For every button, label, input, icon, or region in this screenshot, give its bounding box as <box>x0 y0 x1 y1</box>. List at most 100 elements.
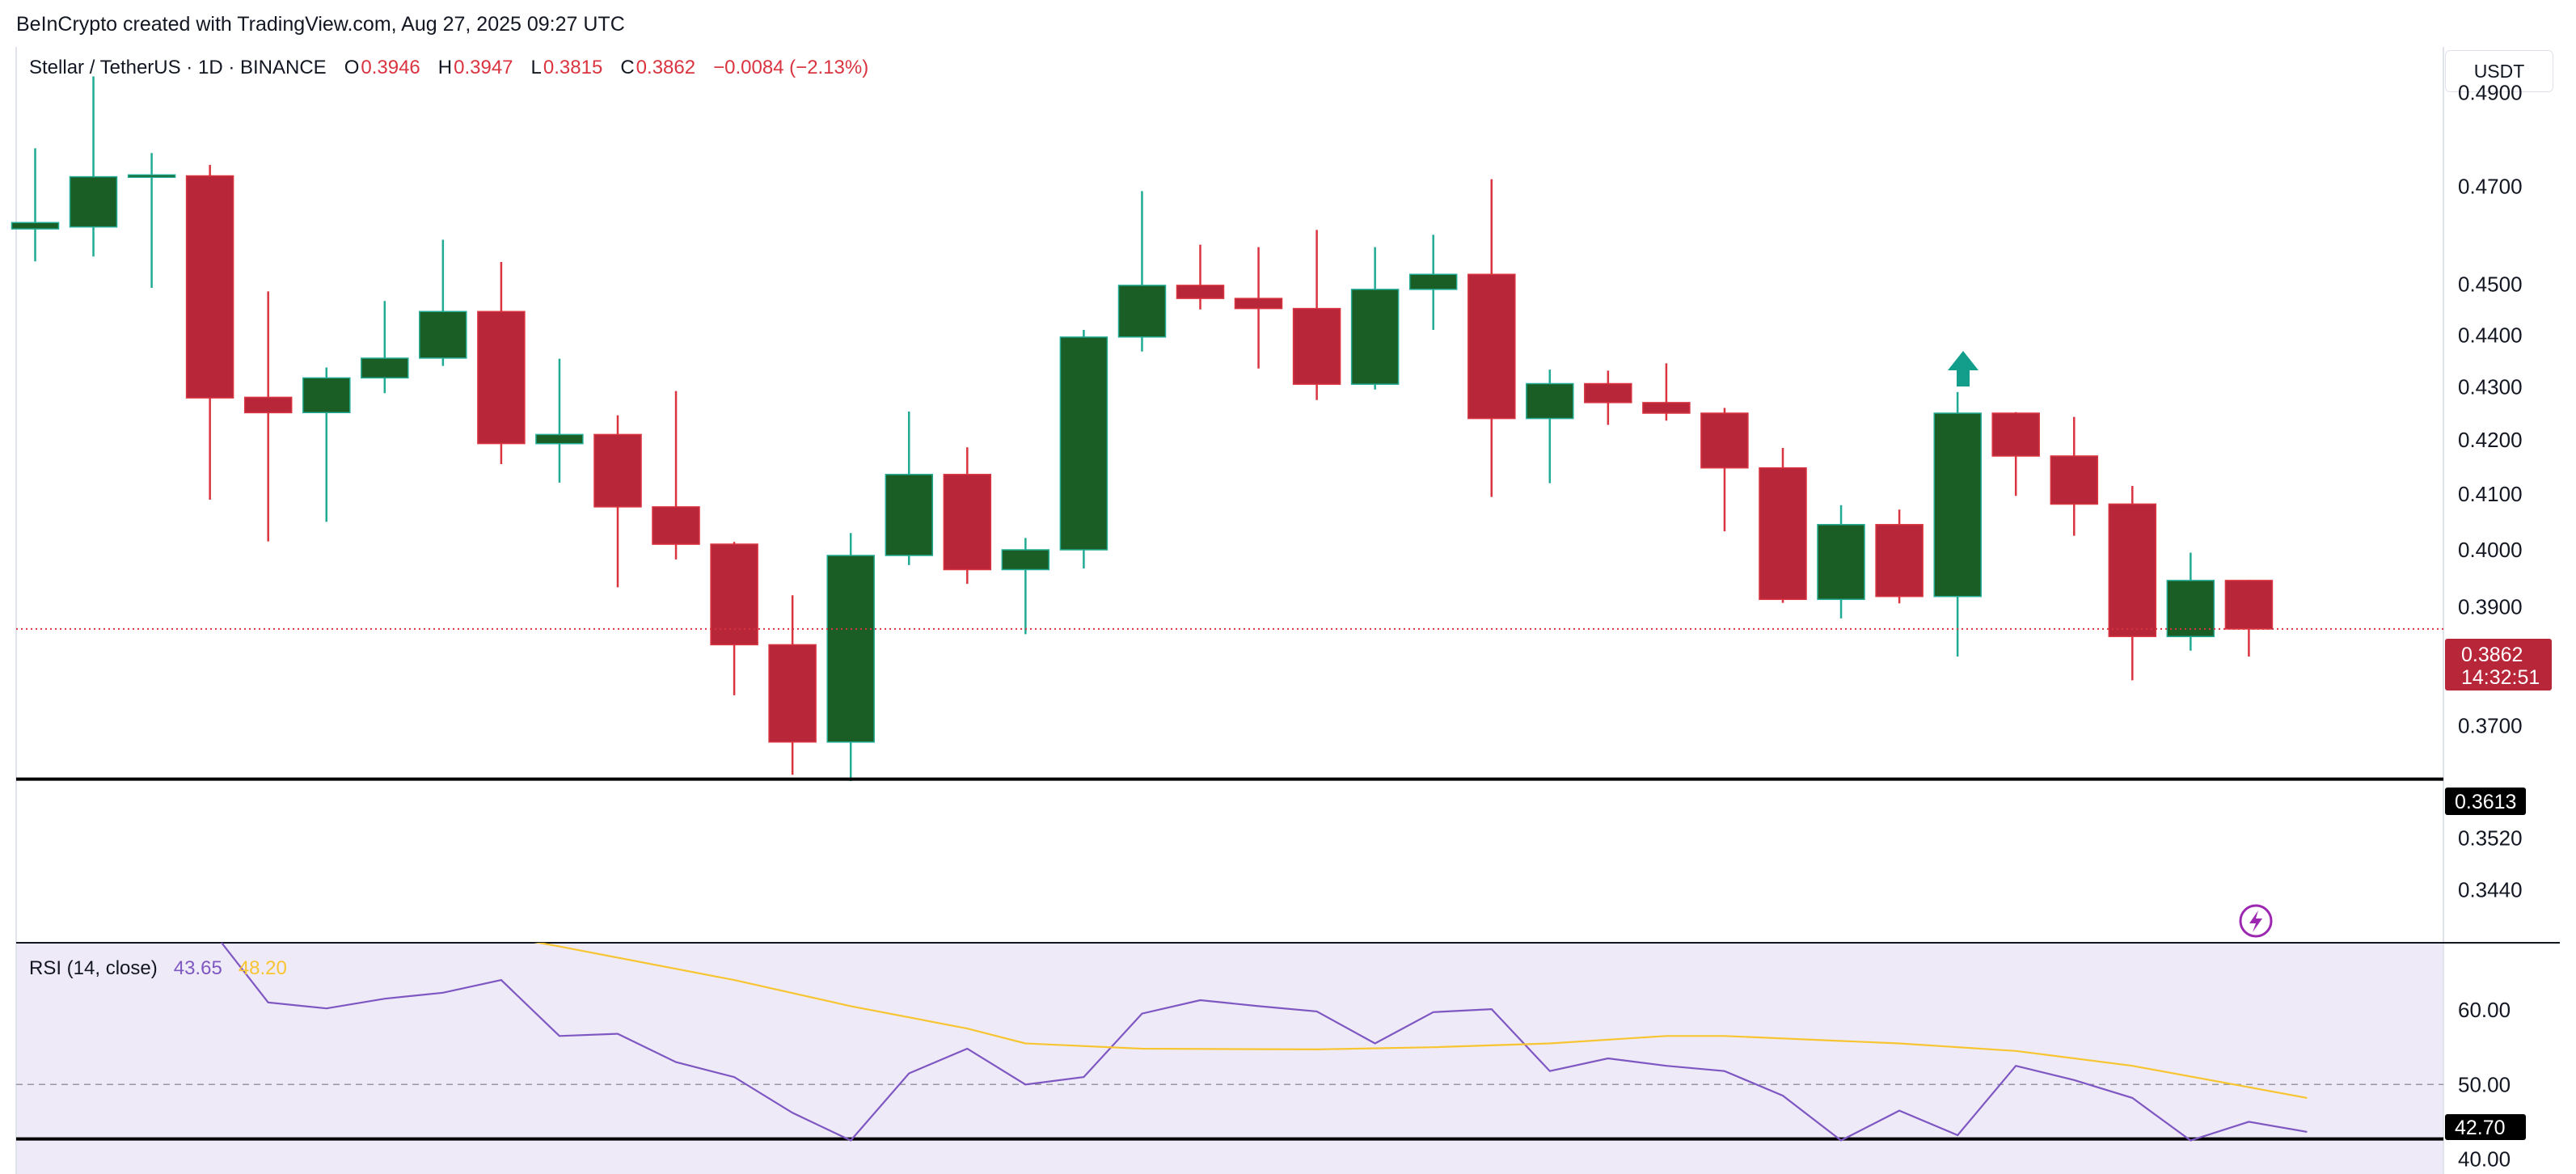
candle <box>535 358 584 483</box>
price-tick-label: 0.3520 <box>2458 826 2523 850</box>
lightning-icon[interactable] <box>2239 904 2273 938</box>
candle-body <box>419 310 467 359</box>
rsi-ma-value: 48.20 <box>238 957 287 979</box>
candle <box>710 542 758 695</box>
candle <box>593 415 642 588</box>
rsi-level-label: 42.70 <box>2455 1117 2506 1139</box>
rsi-line <box>220 943 2308 1142</box>
candle <box>1817 505 1865 619</box>
candle <box>1117 191 1167 352</box>
candle-body <box>1117 285 1167 338</box>
candle-body <box>127 174 176 179</box>
candle <box>1700 408 1749 532</box>
countdown-label: 14:32:51 <box>2461 666 2540 689</box>
candle <box>1584 370 1632 425</box>
candle-body <box>1292 307 1341 385</box>
candle <box>885 412 934 565</box>
high-label: H <box>437 57 453 78</box>
up-arrow-icon <box>1948 351 1978 386</box>
candle <box>2224 580 2274 657</box>
candle-body <box>1700 412 1749 469</box>
rsi-lines <box>220 943 2308 1142</box>
candle-body <box>185 175 234 399</box>
price-tick-label: 0.4300 <box>2458 374 2523 399</box>
support-level-tag: 0.3613 <box>2445 788 2526 815</box>
candle <box>1292 230 1341 400</box>
price-legend: Stellar / TetherUS · 1D · BINANCE O0.394… <box>29 57 870 79</box>
price-tick-label: 0.3440 <box>2458 877 2523 902</box>
candle <box>826 533 875 781</box>
rsi-axis: 60.00 50.00 40.00 <box>16 998 2511 1172</box>
price-tick-label: 0.4500 <box>2458 272 2523 297</box>
candle <box>1642 363 1691 421</box>
current-price-tag: 0.3862 14:32:51 <box>2445 639 2552 690</box>
candle-body <box>826 555 875 743</box>
candle-body <box>2224 580 2274 630</box>
rsi-pane-background <box>16 943 2443 1174</box>
candle-body <box>885 474 934 556</box>
candle-body <box>652 506 700 545</box>
candle <box>1759 448 1807 603</box>
rsi-tick-label: 50.00 <box>2458 1072 2511 1096</box>
rsi-title: RSI (14, close) <box>29 957 158 979</box>
candle <box>1875 509 1924 604</box>
candle-body <box>1467 273 1516 420</box>
candle <box>243 291 293 542</box>
candle <box>419 239 467 366</box>
candle <box>1526 370 1574 484</box>
rsi-value: 43.65 <box>173 957 222 979</box>
price-tick-label: 0.3700 <box>2458 713 2523 737</box>
rsi-level-tag: 42.70 <box>2445 1114 2526 1140</box>
candle-body <box>69 175 118 228</box>
candle <box>302 367 351 522</box>
candle-body <box>943 474 992 571</box>
rsi-ma-line <box>534 943 2308 1099</box>
price-tick-label: 0.4000 <box>2458 538 2523 562</box>
low-label: L <box>530 57 542 78</box>
change-value: −0.0084 (−2.13%) <box>713 57 869 78</box>
rsi-tick-label: 40.00 <box>2458 1147 2511 1172</box>
candle-body <box>1817 524 1865 601</box>
candle-body <box>1350 289 1400 385</box>
candle-body <box>1875 524 1924 598</box>
candle-body <box>1526 382 1574 420</box>
rsi-legend: RSI (14, close) 43.65 48.20 <box>29 957 287 980</box>
candle-body <box>302 377 351 414</box>
candle-body <box>361 357 409 379</box>
candle <box>2050 416 2099 536</box>
candle-body <box>1059 336 1109 551</box>
candle-body <box>1234 298 1283 310</box>
candle-body <box>593 433 642 508</box>
candle <box>1933 391 1982 657</box>
candle-body <box>2108 503 2157 637</box>
price-lines <box>16 627 2443 781</box>
chart-credit: BeInCrypto created with TradingView.com,… <box>16 13 625 36</box>
candle <box>943 447 992 585</box>
candle-body <box>535 433 584 445</box>
candle <box>127 153 176 288</box>
candle <box>652 391 700 560</box>
price-axis: 0.4900 0.4700 0.4500 0.4400 0.4300 0.4200 0.41… <box>2458 80 2523 902</box>
high-value: 0.3947 <box>454 57 513 78</box>
candle <box>1408 234 1458 330</box>
price-tick-label: 0.4100 <box>2458 482 2523 506</box>
current-price-label: 0.3862 <box>2461 644 2523 666</box>
candle <box>1991 412 2040 496</box>
candle-body <box>1176 285 1225 299</box>
price-tick-label: 0.4900 <box>2458 80 2523 104</box>
candle <box>1467 179 1516 497</box>
currency-button[interactable]: USDT <box>2445 50 2553 92</box>
close-label: C <box>620 57 635 78</box>
open-label: O <box>344 57 360 78</box>
price-tick-label: 0.3900 <box>2458 595 2523 619</box>
candle-body <box>477 310 526 445</box>
candle <box>2166 552 2215 651</box>
open-value: 0.3946 <box>361 57 420 78</box>
candle <box>69 76 118 257</box>
candle <box>361 301 409 394</box>
candle <box>1176 244 1225 310</box>
candle-body <box>768 644 817 743</box>
candle-body <box>1759 467 1807 601</box>
candle-body <box>710 543 758 646</box>
